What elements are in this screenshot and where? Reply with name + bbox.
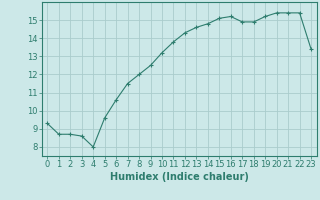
- X-axis label: Humidex (Indice chaleur): Humidex (Indice chaleur): [110, 172, 249, 182]
